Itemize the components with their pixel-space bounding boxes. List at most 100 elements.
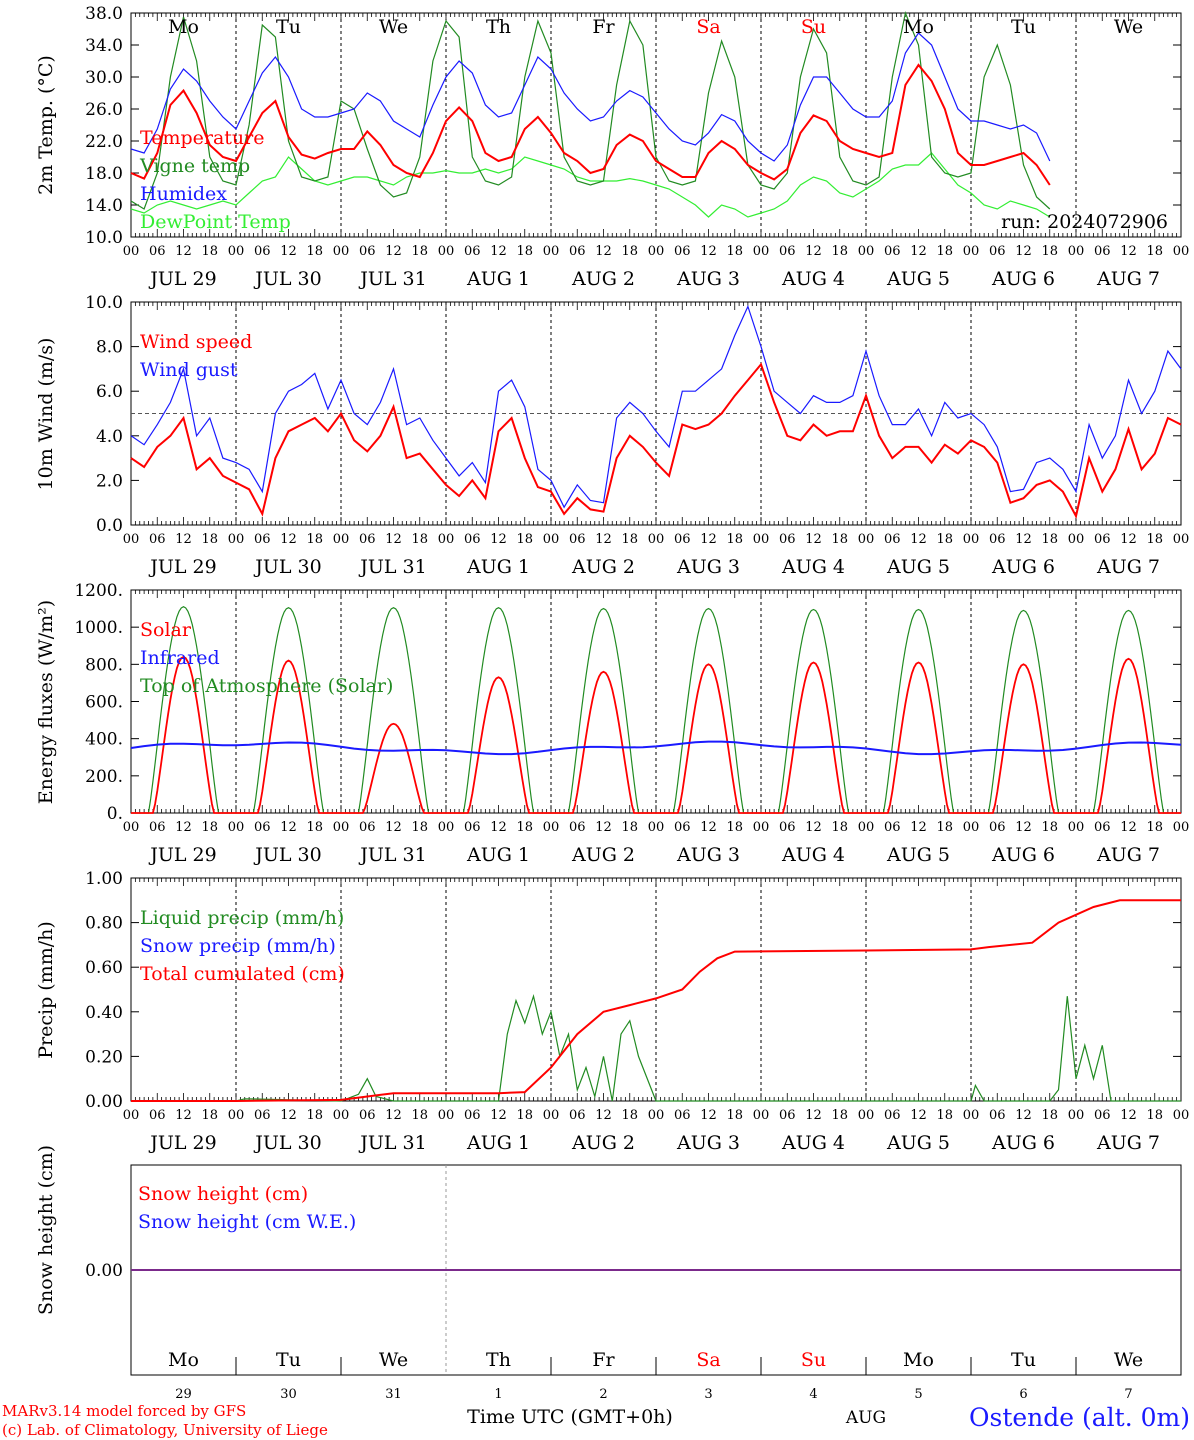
hour-tick-label: 00 <box>648 820 665 835</box>
hour-tick-label: 12 <box>805 532 822 547</box>
hour-tick-label: 12 <box>700 1108 717 1123</box>
day-name: Tu <box>1011 16 1036 38</box>
day-number: 2 <box>599 1387 607 1402</box>
hour-tick-label: 00 <box>963 820 980 835</box>
y-axis-label: Precip (mm/h) <box>35 921 57 1059</box>
panel-frame <box>130 589 1182 814</box>
panel-2 <box>130 589 1182 814</box>
day-name: Sa <box>696 16 720 38</box>
date-label: JUL 29 <box>148 844 216 866</box>
hour-tick-label: 06 <box>989 820 1006 835</box>
hour-tick-label: 00 <box>543 820 560 835</box>
day-name: We <box>379 1349 408 1371</box>
x-axis-label: Time UTC (GMT+0h) <box>467 1406 673 1428</box>
series-humidex <box>130 32 1051 162</box>
hour-tick-label: 00 <box>228 820 245 835</box>
hour-tick-label: 06 <box>1094 532 1111 547</box>
date-label: JUL 31 <box>358 1132 426 1154</box>
hour-tick-label: 18 <box>936 820 953 835</box>
date-label: AUG 3 <box>676 1132 740 1154</box>
date-label: AUG 2 <box>571 268 635 290</box>
month-label: AUG <box>845 1408 886 1428</box>
series-temperature <box>130 63 1051 186</box>
date-label: AUG 2 <box>571 844 635 866</box>
legend-temperature: Temperature <box>140 127 264 149</box>
hour-tick-label: 12 <box>910 244 927 259</box>
y-tick-label: 34.0 <box>85 36 123 56</box>
y-axis-label: 10m Wind (m/s) <box>35 338 57 491</box>
hour-tick-label: 00 <box>123 1108 140 1123</box>
date-label: AUG 7 <box>1096 556 1160 578</box>
hour-tick-label: 12 <box>910 820 927 835</box>
hour-tick-label: 00 <box>753 820 770 835</box>
legend-humidex: Humidex <box>140 183 227 205</box>
hour-tick-label: 18 <box>726 1108 743 1123</box>
hour-tick-label: 12 <box>700 532 717 547</box>
hour-tick-label: 18 <box>1041 532 1058 547</box>
legend-liquid-precip: Liquid precip (mm/h) <box>140 907 344 929</box>
series-infrared <box>130 740 1182 756</box>
day-name: Th <box>486 16 511 38</box>
date-label: JUL 29 <box>148 1132 216 1154</box>
hour-tick-label: 06 <box>254 244 271 259</box>
date-label: AUG 1 <box>466 1132 530 1154</box>
hour-tick-label: 06 <box>464 244 481 259</box>
hour-tick-label: 18 <box>201 244 218 259</box>
date-label: JUL 30 <box>253 1132 321 1154</box>
hour-tick-label: 12 <box>175 820 192 835</box>
hour-tick-label: 18 <box>831 1108 848 1123</box>
hour-tick-label: 06 <box>464 1108 481 1123</box>
hour-tick-label: 06 <box>149 244 166 259</box>
hour-tick-label: 18 <box>516 532 533 547</box>
day-name: We <box>1114 16 1143 38</box>
hour-tick-label: 06 <box>569 820 586 835</box>
hour-tick-label: 12 <box>595 820 612 835</box>
series-dewpoint-temp <box>130 152 1051 218</box>
date-label: AUG 4 <box>781 844 845 866</box>
day-name: Mo <box>168 1349 199 1371</box>
hour-tick-label: 18 <box>1146 244 1163 259</box>
date-label: AUG 2 <box>571 556 635 578</box>
date-label: AUG 6 <box>991 1132 1055 1154</box>
station-title: Ostende (alt. 0m) <box>969 1403 1190 1432</box>
date-label: JUL 30 <box>253 268 321 290</box>
hour-tick-label: 18 <box>516 244 533 259</box>
hour-tick-label: 06 <box>884 1108 901 1123</box>
legend-total-cumulated: Total cumulated (cm) <box>140 963 345 985</box>
y-tick-label: 10.0 <box>85 293 123 313</box>
hour-tick-label: 00 <box>333 244 350 259</box>
hour-tick-label: 06 <box>254 532 271 547</box>
day-name: We <box>1114 1349 1143 1371</box>
hour-tick-label: 00 <box>1173 820 1190 835</box>
hour-tick-label: 12 <box>280 820 297 835</box>
hour-tick-label: 18 <box>306 244 323 259</box>
legend-toa-solar: Top of Atmosphere (Solar) <box>140 675 393 697</box>
hour-tick-label: 18 <box>831 820 848 835</box>
hour-tick-label: 18 <box>411 244 428 259</box>
hour-tick-label: 06 <box>779 244 796 259</box>
day-name: We <box>379 16 408 38</box>
hour-tick-label: 00 <box>1173 532 1190 547</box>
legend-solar: Solar <box>140 619 192 641</box>
hour-tick-label: 18 <box>621 1108 638 1123</box>
legend-snow-height-we: Snow height (cm W.E.) <box>138 1211 356 1233</box>
hour-tick-label: 18 <box>621 244 638 259</box>
hour-tick-label: 06 <box>569 244 586 259</box>
day-name: Su <box>801 16 826 38</box>
hour-tick-label: 18 <box>201 532 218 547</box>
hour-tick-label: 12 <box>175 1108 192 1123</box>
hour-tick-label: 18 <box>411 532 428 547</box>
date-label: AUG 6 <box>991 556 1055 578</box>
hour-tick-label: 12 <box>805 1108 822 1123</box>
date-label: AUG 4 <box>781 268 845 290</box>
hour-tick-label: 00 <box>333 820 350 835</box>
hour-tick-label: 00 <box>963 244 980 259</box>
hour-tick-label: 18 <box>1146 1108 1163 1123</box>
series-total-cumulated <box>131 899 1181 1102</box>
date-label: AUG 5 <box>886 556 950 578</box>
series-wind-gust <box>130 304 1182 509</box>
credit-line-2: (c) Lab. of Climatology, University of L… <box>2 1421 328 1439</box>
y-tick-label: 0.40 <box>85 1003 123 1023</box>
hour-tick-label: 18 <box>1146 532 1163 547</box>
day-name: Tu <box>276 16 301 38</box>
